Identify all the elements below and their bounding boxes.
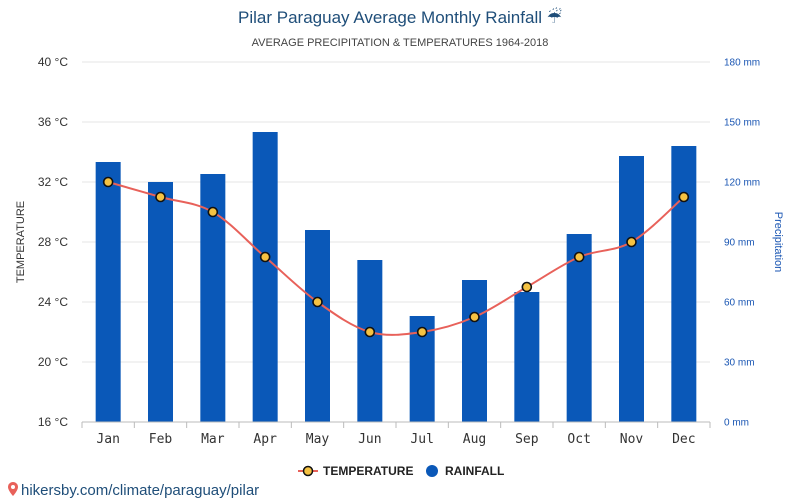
- temperature-point: [521, 281, 533, 293]
- y-left-tick-label: 32 °C: [38, 175, 68, 189]
- legend-marker-swatch: [302, 465, 314, 477]
- temperature-point: [102, 176, 114, 188]
- y-right-tick-label: 60 mm: [724, 298, 755, 309]
- x-tick-label: Mar: [201, 432, 225, 447]
- rainfall-bar: [462, 280, 487, 422]
- chart-subtitle: AVERAGE PRECIPITATION & TEMPERATURES 196…: [252, 37, 549, 49]
- temperature-point: [259, 251, 271, 263]
- rainfall-bar: [95, 162, 121, 422]
- y-right-tick-label: 90 mm: [724, 238, 755, 249]
- chart-title: Pilar Paraguay Average Monthly Rainfall …: [238, 7, 562, 27]
- x-tick-label: Sep: [515, 432, 539, 447]
- x-tick-label: Nov: [620, 432, 644, 447]
- y-right-tick-label: 0 mm: [724, 418, 749, 429]
- rainfall-bars: [95, 132, 697, 422]
- temperature-point: [312, 296, 323, 308]
- legend: TEMPERATURE RAINFALL: [298, 464, 504, 478]
- legend-item-temperature[interactable]: TEMPERATURE: [298, 464, 413, 478]
- rainfall-bar: [514, 292, 540, 422]
- x-tick-label: Oct: [567, 432, 590, 447]
- y-axis-left-label: TEMPERATURE: [15, 201, 27, 283]
- x-tick-label: Aug: [463, 432, 486, 447]
- y-left-tick-label: 24 °C: [38, 295, 68, 309]
- temperature-point: [364, 326, 376, 338]
- x-tick-label: Jun: [358, 432, 381, 447]
- x-tick-label: Jul: [410, 432, 433, 447]
- grid: [82, 61, 710, 363]
- x-tick-label: May: [306, 432, 330, 447]
- map-pin-icon: [8, 482, 18, 496]
- legend-label-rainfall: RAINFALL: [445, 464, 504, 478]
- temperature-point: [207, 206, 219, 218]
- axes: 16 °C 0 mm 20 °C 30 mm 24 °C 60 mm 28 °C 90 mm 3…: [38, 55, 760, 447]
- rainfall-bar: [671, 146, 697, 422]
- rainfall-bar: [619, 156, 644, 422]
- x-tick-label: Feb: [149, 432, 173, 447]
- temperature-series: [102, 176, 690, 338]
- x-tick-label: Dec: [672, 432, 695, 447]
- temperature-point: [626, 236, 637, 248]
- y-left-tick-label: 36 °C: [38, 115, 68, 129]
- y-right-tick-label: 30 mm: [724, 358, 755, 369]
- y-left-tick-label: 16 °C: [38, 415, 68, 429]
- temperature-point: [155, 191, 166, 203]
- y-right-tick-label: 120 mm: [724, 178, 760, 189]
- y-left-tick-label: 28 °C: [38, 235, 68, 249]
- footer-link-text: hikersby.com/climate/paraguay/pilar: [21, 482, 259, 499]
- rainfall-bar: [305, 230, 330, 422]
- temperature-point: [678, 191, 690, 203]
- legend-label-temperature: TEMPERATURE: [323, 464, 413, 478]
- temperature-point: [416, 326, 428, 338]
- temperature-line: [107, 181, 685, 336]
- y-left-tick-label: 40 °C: [38, 55, 68, 69]
- y-axis-right-label: Precipitation: [772, 212, 784, 273]
- footer-link[interactable]: hikersby.com/climate/paraguay/pilar: [8, 482, 259, 499]
- x-tick-label: Apr: [253, 432, 277, 447]
- temperature-point: [573, 251, 585, 263]
- rainfall-bar: [566, 234, 592, 422]
- y-right-tick-label: 150 mm: [724, 118, 760, 129]
- y-left-tick-label: 20 °C: [38, 355, 68, 369]
- rainfall-bar: [252, 132, 278, 422]
- x-tick-label: Jan: [96, 432, 119, 447]
- rainfall-bar: [357, 260, 383, 422]
- rainfall-bar: [148, 182, 173, 422]
- legend-item-rainfall[interactable]: RAINFALL: [426, 464, 504, 478]
- y-right-tick-label: 180 mm: [724, 58, 760, 69]
- legend-bar-swatch: [426, 465, 438, 477]
- temperature-point: [469, 311, 480, 323]
